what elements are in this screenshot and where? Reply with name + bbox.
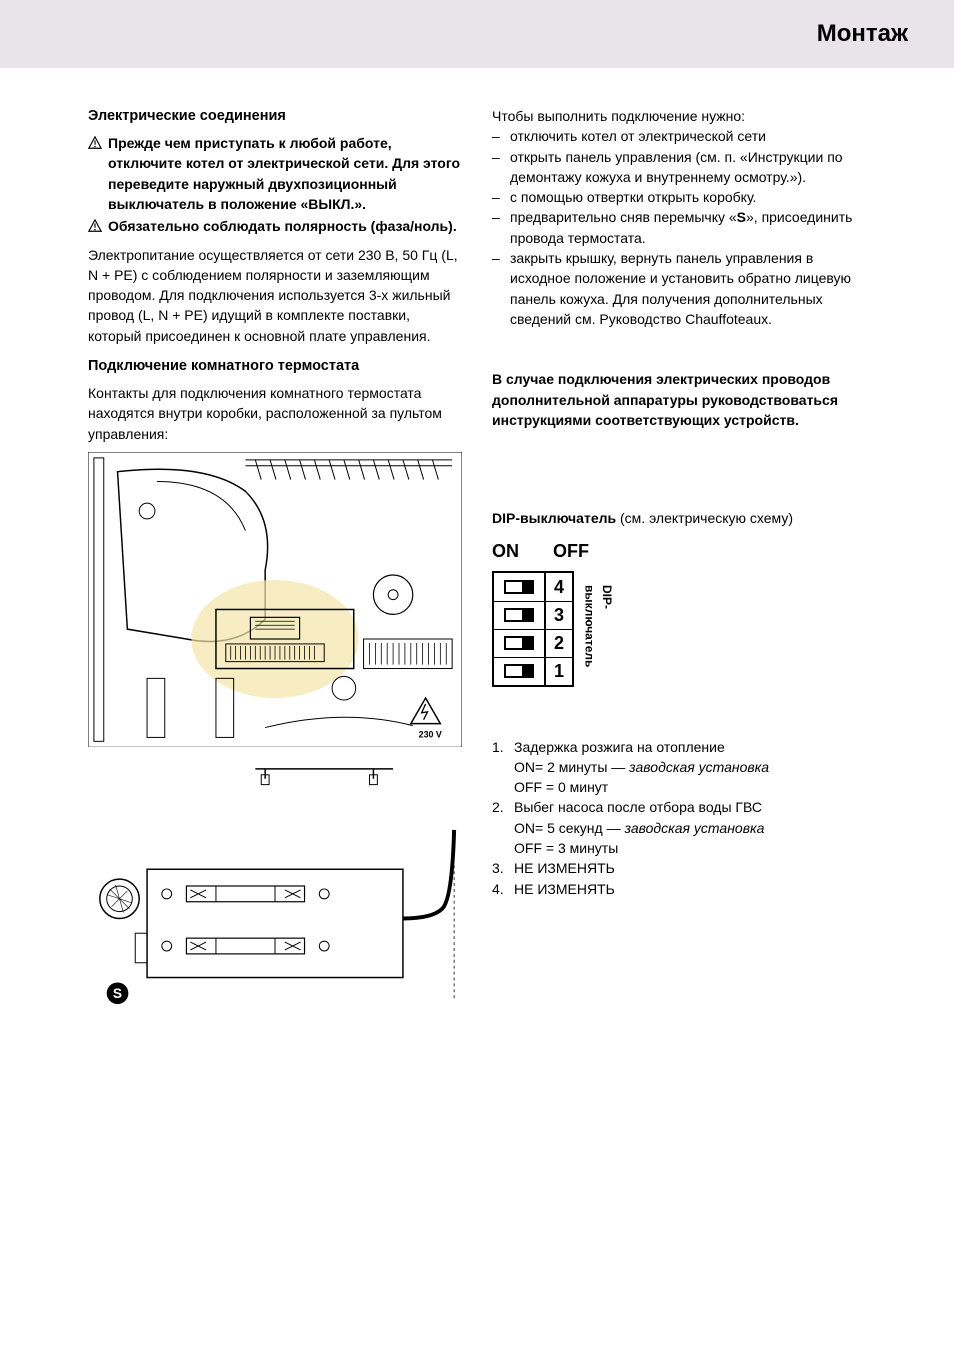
dip-heading: DIP-выключатель (см. электрическую схему…: [492, 508, 866, 528]
figure-terminal-box: S: [88, 761, 462, 1007]
step-text: отключить котел от электрической сети: [510, 128, 766, 144]
list-item: закрыть крышку, вернуть панель управлени…: [492, 248, 866, 329]
s-bold: S: [737, 209, 746, 225]
list-item: 1. Задержка розжига на отопление ON= 2 м…: [492, 737, 866, 798]
list-item: 4. НЕ ИЗМЕНЯТЬ: [492, 879, 866, 899]
dip-box: 4 3 2 1: [492, 571, 574, 687]
dip-row: 2: [494, 629, 572, 657]
thermo-paragraph: Контакты для подключения комнатного терм…: [88, 383, 462, 444]
item-off: OFF = 3 минуты: [514, 840, 618, 856]
warning-icon: [88, 135, 102, 149]
dip-heading-bold: DIP-выключатель: [492, 510, 616, 526]
num: 2.: [492, 797, 504, 817]
content: Электрические соединения Прежде чем прис…: [0, 106, 954, 1081]
warning-2-text: Обязательно соблюдать полярность (фаза/н…: [108, 216, 457, 236]
connect-intro: Чтобы выполнить подключение нужно:: [492, 106, 866, 126]
dip-description-list: 1. Задержка розжига на отопление ON= 2 м…: [492, 737, 866, 899]
item-title: Выбег насоса после отбора воды ГВС: [514, 799, 762, 815]
step-text: с помощью отвертки открыть коробку.: [510, 189, 756, 205]
right-column: Чтобы выполнить подключение нужно: отклю…: [492, 106, 866, 1021]
dip-row: 1: [494, 657, 572, 685]
step-text: предварительно сняв перемычку «S», присо…: [510, 209, 852, 245]
figure-boiler-internals: 230 V: [88, 452, 462, 747]
connect-steps: отключить котел от электрической сети от…: [492, 126, 866, 329]
num: 1.: [492, 737, 504, 757]
dip-switch-diagram: ON OFF 4 3 2: [492, 538, 866, 714]
list-item: предварительно сняв перемычку «S», присо…: [492, 207, 866, 248]
heading-electrical: Электрические соединения: [88, 106, 462, 127]
dip-side-label: DIP-выключатель: [574, 573, 617, 681]
num: 4.: [492, 879, 504, 899]
list-item: отключить котел от электрической сети: [492, 126, 866, 146]
item-on-it: заводская установка: [629, 759, 769, 775]
bold-note: В случае подключения электрических прово…: [492, 369, 866, 430]
header-band: Монтаж: [0, 0, 954, 68]
dip-off-label: OFF: [553, 538, 589, 564]
dip-row: 3: [494, 601, 572, 629]
list-item: открыть панель управления (см. п. «Инстр…: [492, 147, 866, 188]
step-text: закрыть крышку, вернуть панель управлени…: [510, 250, 851, 327]
dip-onoff-labels: ON OFF: [492, 538, 866, 564]
item-title: НЕ ИЗМЕНЯТЬ: [514, 860, 615, 876]
step-text: открыть панель управления (см. п. «Инстр…: [510, 149, 843, 185]
page-title: Монтаж: [817, 17, 908, 52]
list-item: 3. НЕ ИЗМЕНЯТЬ: [492, 858, 866, 878]
dip-num: 2: [546, 630, 572, 657]
item-on: ON= 2 минуты —: [514, 759, 629, 775]
warning-icon: [88, 218, 102, 232]
num: 3.: [492, 858, 504, 878]
dip-on-label: ON: [492, 538, 519, 564]
heading-thermostat: Подключение комнатного термостата: [88, 356, 462, 377]
dip-num: 3: [546, 602, 572, 629]
dip-num: 1: [546, 658, 572, 685]
warning-1-text: Прежде чем приступать к любой работе, от…: [108, 133, 462, 214]
item-title: НЕ ИЗМЕНЯТЬ: [514, 881, 615, 897]
fig2-s-label: S: [113, 986, 122, 1001]
item-on-it: заводская установка: [625, 820, 765, 836]
item-title: Задержка розжига на отопление: [514, 739, 725, 755]
dip-num: 4: [546, 573, 572, 601]
item-off: OFF = 0 минут: [514, 779, 608, 795]
warning-1: Прежде чем приступать к любой работе, от…: [88, 133, 462, 214]
list-item: с помощью отвертки открыть коробку.: [492, 187, 866, 207]
dip-heading-rest: (см. электрическую схему): [616, 510, 793, 526]
electro-paragraph: Электропитание осуществляется от сети 23…: [88, 245, 462, 346]
dip-row: 4: [494, 573, 572, 601]
item-on: ON= 5 секунд —: [514, 820, 625, 836]
list-item: 2. Выбег насоса после отбора воды ГВС ON…: [492, 797, 866, 858]
warning-2: Обязательно соблюдать полярность (фаза/н…: [88, 216, 462, 236]
fig1-230v-label: 230 V: [419, 729, 442, 739]
left-column: Электрические соединения Прежде чем прис…: [88, 106, 462, 1021]
